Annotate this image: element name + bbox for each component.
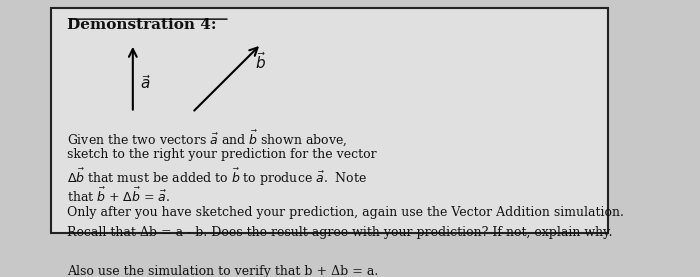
Text: Recall that Δb = a - b. Does the result agree with your prediction? If not, expl: Recall that Δb = a - b. Does the result … bbox=[67, 226, 613, 239]
Text: sketch to the right your prediction for the vector: sketch to the right your prediction for … bbox=[67, 148, 377, 161]
Text: $\vec{a}$: $\vec{a}$ bbox=[140, 74, 151, 92]
Text: $\vec{b}$: $\vec{b}$ bbox=[255, 51, 266, 72]
Text: Only after you have sketched your prediction, again use the Vector Addition simu: Only after you have sketched your predic… bbox=[67, 206, 624, 219]
FancyBboxPatch shape bbox=[52, 9, 608, 233]
Text: Demonstration 4:: Demonstration 4: bbox=[67, 18, 216, 32]
Text: Also use the simulation to verify that b + Δb = a.: Also use the simulation to verify that b… bbox=[67, 265, 379, 277]
Text: that $\vec{b}$ + $\Delta\vec{b}$ = $\vec{a}$.: that $\vec{b}$ + $\Delta\vec{b}$ = $\vec… bbox=[67, 187, 170, 205]
Text: Given the two vectors $\vec{a}$ and $\vec{b}$ shown above,: Given the two vectors $\vec{a}$ and $\ve… bbox=[67, 128, 347, 148]
Text: $\Delta\vec{b}$ that must be added to $\vec{b}$ to produce $\vec{a}$.  Note: $\Delta\vec{b}$ that must be added to $\… bbox=[67, 167, 368, 188]
